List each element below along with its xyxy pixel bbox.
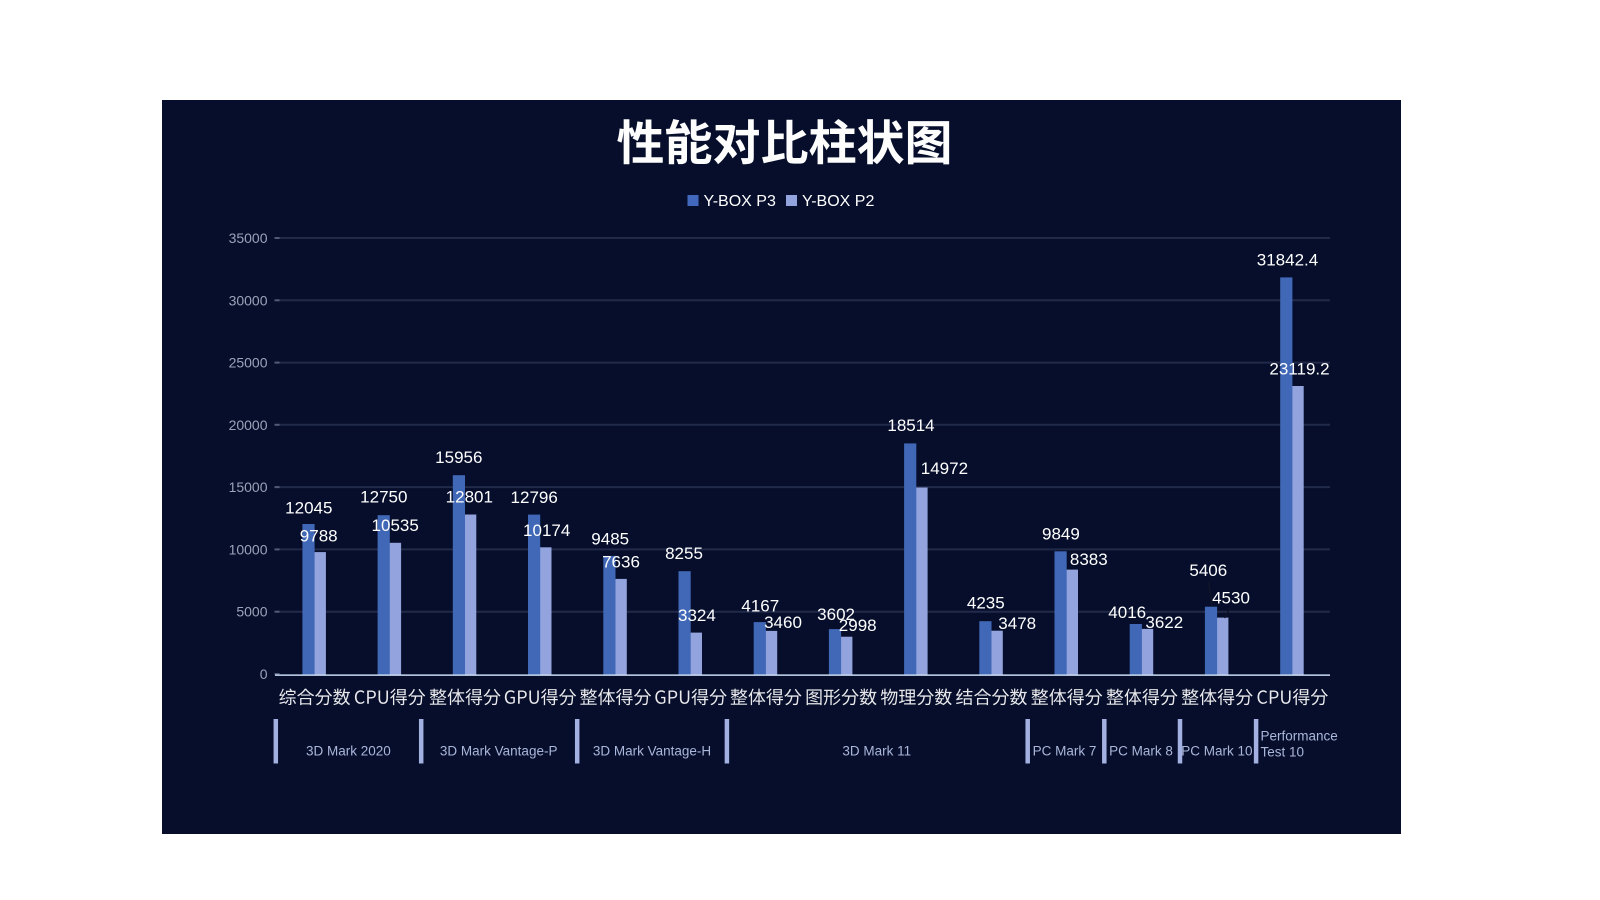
- svg-text:12796: 12796: [511, 488, 558, 507]
- svg-text:5000: 5000: [236, 604, 267, 620]
- svg-text:3622: 3622: [1145, 613, 1183, 632]
- svg-text:25000: 25000: [229, 355, 268, 371]
- svg-text:9485: 9485: [591, 530, 629, 549]
- svg-text:9788: 9788: [300, 527, 338, 546]
- svg-text:3602: 3602: [817, 605, 855, 624]
- svg-text:31842.4: 31842.4: [1257, 251, 1318, 270]
- svg-text:4016: 4016: [1108, 603, 1146, 622]
- svg-text:12045: 12045: [285, 498, 332, 517]
- svg-text:23119.2: 23119.2: [1269, 359, 1329, 378]
- svg-text:5406: 5406: [1189, 561, 1227, 580]
- svg-text:3478: 3478: [998, 614, 1036, 633]
- svg-text:15000: 15000: [229, 479, 268, 495]
- svg-text:3324: 3324: [678, 606, 716, 625]
- svg-text:14972: 14972: [921, 459, 968, 478]
- svg-text:18514: 18514: [887, 416, 934, 435]
- svg-text:35000: 35000: [229, 230, 268, 246]
- svg-text:15956: 15956: [435, 448, 482, 467]
- svg-text:PC Mark 10: PC Mark 10: [1181, 744, 1252, 759]
- svg-text:12750: 12750: [360, 488, 407, 507]
- svg-text:3460: 3460: [764, 613, 802, 632]
- svg-text:12801: 12801: [446, 488, 493, 507]
- svg-text:10174: 10174: [523, 521, 570, 540]
- svg-text:30000: 30000: [229, 292, 268, 308]
- svg-text:3D Mark Vantage-H: 3D Mark Vantage-H: [593, 744, 711, 759]
- svg-text:4167: 4167: [741, 597, 779, 616]
- svg-text:PC Mark 7: PC Mark 7: [1033, 744, 1097, 759]
- svg-text:8383: 8383: [1070, 550, 1108, 569]
- svg-text:10535: 10535: [372, 516, 419, 535]
- svg-text:20000: 20000: [229, 417, 268, 433]
- svg-text:3D Mark Vantage-P: 3D Mark Vantage-P: [440, 744, 558, 759]
- svg-text:Performance: Performance: [1261, 729, 1338, 744]
- svg-text:Y-BOX P3: Y-BOX P3: [704, 193, 776, 210]
- svg-text:0: 0: [260, 666, 268, 682]
- svg-text:2998: 2998: [839, 616, 877, 635]
- svg-text:7636: 7636: [602, 552, 640, 571]
- svg-text:8255: 8255: [665, 544, 703, 563]
- svg-text:10000: 10000: [229, 541, 268, 557]
- svg-text:Y-BOX P2: Y-BOX P2: [802, 193, 874, 210]
- svg-text:3D Mark 2020: 3D Mark 2020: [306, 744, 391, 759]
- svg-text:4235: 4235: [967, 593, 1005, 612]
- svg-text:9849: 9849: [1042, 525, 1080, 544]
- svg-text:4530: 4530: [1212, 589, 1250, 608]
- svg-text:3D Mark 11: 3D Mark 11: [842, 744, 911, 759]
- svg-text:Test 10: Test 10: [1261, 745, 1305, 760]
- svg-text:PC Mark 8: PC Mark 8: [1109, 744, 1173, 759]
